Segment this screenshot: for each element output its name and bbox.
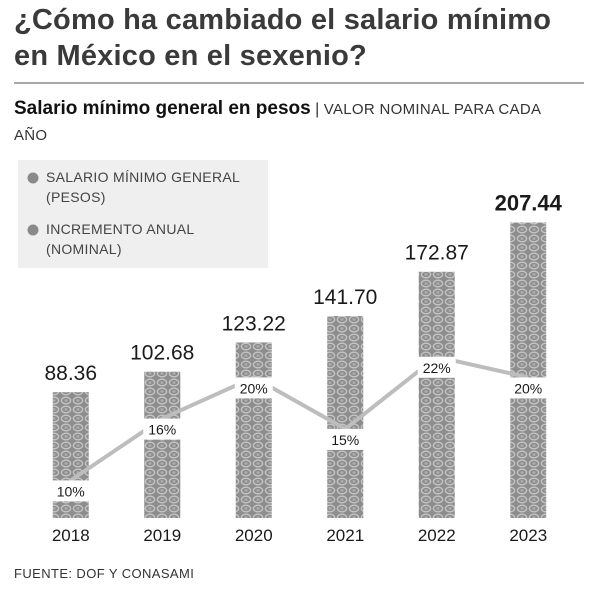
bar-2023	[510, 222, 547, 519]
subtitle-main: Salario mínimo general en pesos	[14, 98, 311, 119]
bar-2022	[418, 271, 455, 518]
pct-label-box	[51, 480, 90, 502]
x-tick-label: 2019	[143, 526, 181, 545]
subtitle-detail: VALOR NOMINAL PARA CADA AÑO	[14, 101, 541, 144]
legend-label: SALARIO MÍNIMO GENERAL	[46, 169, 240, 185]
legend-label: (PESOS)	[46, 189, 106, 205]
bar-value-label: 207.44	[495, 191, 563, 216]
legend-marker	[27, 172, 39, 184]
pct-label: 20%	[514, 380, 542, 396]
pct-label-box	[326, 428, 365, 450]
pct-label-box	[509, 377, 548, 399]
pct-label-box	[143, 418, 182, 440]
x-tick-label: 2023	[509, 526, 547, 545]
bar-value-label: 141.70	[313, 286, 377, 309]
bar-value-label: 172.87	[405, 242, 469, 265]
legend-label: (NOMINAL)	[46, 241, 122, 257]
bar-value-label: 102.68	[130, 342, 194, 365]
bar-value-label: 88.36	[44, 362, 97, 385]
bar-2019	[144, 371, 181, 518]
pct-label: 10%	[57, 483, 85, 499]
legend-marker	[27, 224, 39, 236]
source-note: FUENTE: DOF Y CONASAMI	[14, 566, 195, 581]
pct-label: 22%	[423, 360, 451, 376]
pct-label: 20%	[240, 380, 268, 396]
subtitle-separator: |	[315, 101, 320, 118]
x-tick-label: 2018	[52, 526, 90, 545]
x-tick-label: 2022	[418, 526, 456, 545]
x-tick-label: 2021	[326, 526, 364, 545]
x-tick-label: 2020	[235, 526, 273, 545]
chart-title: ¿Cómo ha cambiado el salario mínimo en M…	[14, 4, 552, 72]
pct-label: 15%	[331, 432, 359, 448]
pct-label-box	[234, 377, 273, 399]
legend-label: INCREMENTO ANUAL	[46, 221, 194, 237]
title-divider	[14, 82, 584, 84]
bar-2020	[235, 342, 272, 518]
pct-label-box	[417, 356, 456, 378]
pct-label: 16%	[148, 422, 176, 438]
legend-box	[18, 160, 268, 268]
chart-subtitle: Salario mínimo general en pesos | VALOR …	[14, 96, 574, 149]
increment-line	[69, 354, 529, 483]
bar-value-label: 123.22	[222, 312, 286, 335]
